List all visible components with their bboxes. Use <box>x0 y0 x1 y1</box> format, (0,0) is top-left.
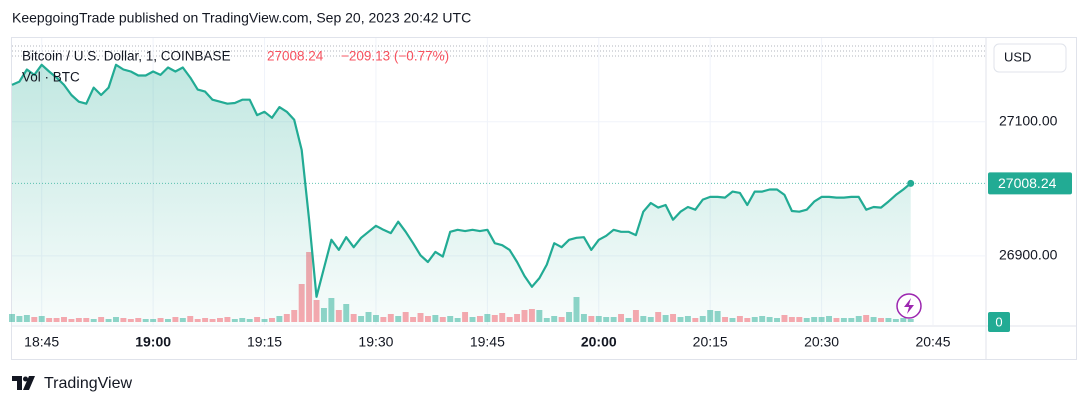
logo <box>12 376 35 390</box>
x-tick-label: 19:15 <box>247 334 282 350</box>
legend-title: Bitcoin / U.S. Dollar, 1, COINBASE <box>22 49 231 64</box>
alert-icon-bolt <box>904 298 914 314</box>
price-line <box>11 63 912 298</box>
last-point <box>907 179 915 187</box>
currency-box[interactable] <box>993 43 1067 73</box>
price-area <box>12 64 911 326</box>
volume-tick-label: 0 <box>995 314 1002 329</box>
y-tick-label: 27100.00 <box>999 113 1058 129</box>
x-tick-label: 20:00 <box>581 334 617 350</box>
brand: TradingView <box>44 375 132 392</box>
x-tick-label: 20:30 <box>804 334 839 350</box>
volume-legend: Vol · BTC <box>22 70 80 85</box>
x-tick-label: 20:15 <box>693 334 728 350</box>
byline: KeepgoingTrade published on TradingView.… <box>12 10 471 26</box>
volume-axis-box <box>988 312 1010 332</box>
last-price-label: 27008.24 <box>998 175 1057 191</box>
x-tick-label: 19:00 <box>135 334 171 350</box>
legend-change: −209.13 (−0.77%) <box>341 49 449 64</box>
frame <box>11 37 1077 360</box>
currency[interactable]: USD <box>1004 49 1031 64</box>
x-tick-label: 19:45 <box>470 334 505 350</box>
last-price-box <box>988 172 1072 195</box>
legend-price: 27008.24 <box>267 49 324 64</box>
x-tick-label: 20:45 <box>915 334 950 350</box>
y-tick-label: 26900.00 <box>999 247 1058 263</box>
x-tick-label: 18:45 <box>24 334 59 350</box>
volume-bar <box>907 319 914 322</box>
x-tick-label: 19:30 <box>358 334 393 350</box>
